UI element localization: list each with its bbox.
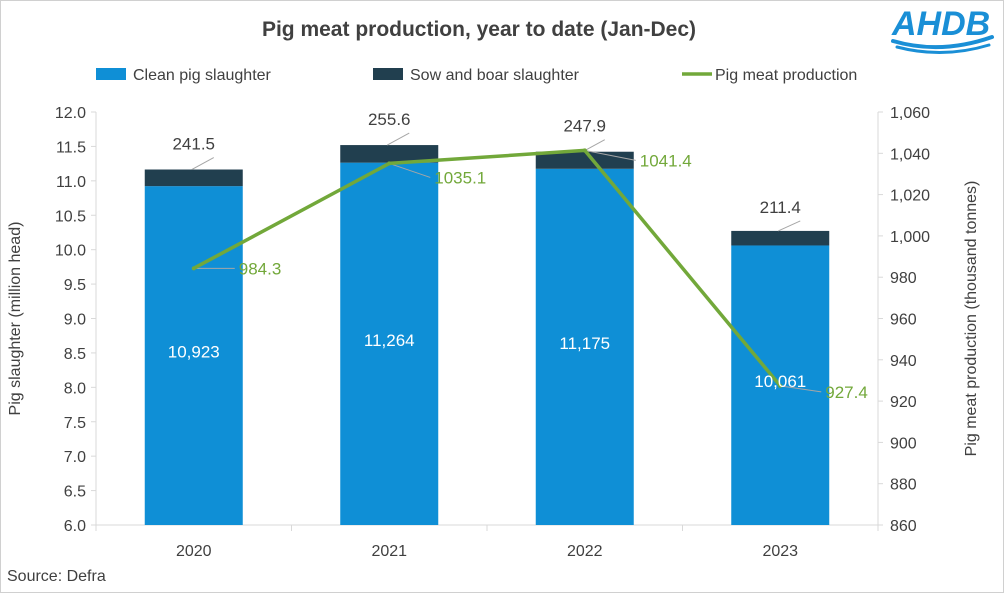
leader-line-layer	[191, 132, 822, 393]
bar-sow-and-boar-slaughter	[340, 145, 439, 163]
y-right-tick-label: 1,020	[890, 188, 930, 205]
line-point-pig-meat-production	[191, 266, 196, 271]
y-left-tick-label: 9.5	[64, 277, 86, 294]
data-label-clean-pig-slaughter: 10,923	[168, 343, 220, 362]
data-label-layer: 10,923 241.5 11,264 255.6 11,175 247.9 10,061 2…	[168, 110, 868, 402]
legend-label-sow-and-boar-slaughter: Sow and boar slaughter	[410, 67, 580, 84]
logo-text: AHDB	[891, 5, 990, 43]
data-label-sow-and-boar-slaughter: 211.4	[760, 198, 801, 217]
chart-title: Pig meat production, year to date (Jan-D…	[262, 18, 696, 41]
leader-line-sow	[191, 157, 214, 170]
y-right-tick-label: 880	[890, 477, 917, 494]
data-label-sow-and-boar-slaughter: 241.5	[172, 135, 215, 154]
line-point-pig-meat-production	[387, 161, 392, 166]
x-tick-label: 2022	[567, 543, 603, 560]
line-point-pig-meat-production	[582, 148, 587, 153]
x-tick-label: 2021	[371, 543, 407, 560]
y-left-tick-label: 11.0	[56, 174, 86, 191]
data-label-sow-and-boar-slaughter: 255.6	[368, 110, 411, 129]
data-label-sow-and-boar-slaughter: 247.9	[563, 117, 606, 136]
data-label-clean-pig-slaughter: 10,061	[754, 372, 806, 391]
y-right-tick-label: 1,000	[890, 229, 930, 246]
x-tick-label: 2023	[762, 543, 798, 560]
bar-sow-and-boar-slaughter	[144, 169, 243, 187]
legend-swatch-clean-pig-slaughter	[96, 68, 126, 80]
y-right-tick-label: 900	[890, 435, 917, 452]
source-note: Source: Defra	[7, 568, 106, 585]
y-right-tick-label: 860	[890, 518, 917, 535]
legend-label-clean-pig-slaughter: Clean pig slaughter	[133, 67, 272, 84]
y-right-tick-label: 960	[890, 312, 917, 329]
data-label-pig-meat-production: 927.4	[825, 383, 868, 402]
chart-legend: Clean pig slaughter Sow and boar slaughte…	[96, 67, 857, 84]
bar-clean-pig-slaughter	[535, 168, 634, 525]
y-axis-right-title: Pig meat production (thousand tonnes)	[963, 181, 980, 457]
y-left-tick-label: 8.0	[64, 380, 86, 397]
bar-sow-and-boar-slaughter	[535, 151, 634, 169]
bar-sow-and-boar-slaughter	[731, 230, 830, 246]
y-axis-left-title: Pig slaughter (million head)	[7, 222, 24, 416]
leader-line-production	[780, 385, 822, 393]
data-label-pig-meat-production: 1035.1	[434, 168, 486, 187]
ahdb-logo: AHDB	[891, 5, 994, 54]
legend-swatch-sow-and-boar-slaughter	[373, 68, 403, 80]
x-tick-label: 2020	[176, 543, 212, 560]
y-left-tick-label: 10.0	[55, 243, 86, 260]
y-left-tick-label: 8.5	[64, 346, 86, 363]
y-right-tick-label: 1,060	[890, 105, 930, 122]
y-left-tick-label: 6.5	[64, 484, 86, 501]
data-label-clean-pig-slaughter: 11,175	[559, 334, 610, 353]
data-label-pig-meat-production: 984.3	[239, 259, 282, 278]
leader-line-production	[389, 162, 431, 178]
data-label-clean-pig-slaughter: 11,264	[364, 331, 415, 350]
bar-clean-pig-slaughter	[340, 162, 439, 526]
line-point-pig-meat-production	[778, 383, 783, 388]
leader-line-production	[584, 149, 636, 161]
bar-clean-pig-slaughter	[144, 186, 243, 526]
y-left-tick-label: 12.0	[55, 105, 86, 122]
y-right-tick-label: 980	[890, 270, 917, 287]
logo-swoosh-lower	[895, 43, 991, 54]
leader-line-sow	[387, 132, 410, 146]
y-left-tick-label: 10.5	[55, 208, 86, 225]
y-right-tick-label: 920	[890, 394, 917, 411]
data-label-pig-meat-production: 1041.4	[640, 151, 692, 170]
line-layer	[191, 148, 783, 388]
y-left-tick-label: 7.0	[64, 449, 86, 466]
legend-label-pig-meat-production: Pig meat production	[715, 67, 857, 84]
series-line-pig-meat-production	[192, 148, 782, 387]
y-right-tick-label: 940	[890, 353, 917, 370]
y-left-tick-label: 6.0	[64, 518, 86, 535]
y-left-tick-label: 11.5	[56, 139, 86, 156]
y-right-tick-label: 1,040	[890, 146, 930, 163]
y-left-tick-label: 9.0	[64, 312, 86, 329]
y-left-tick-label: 7.5	[64, 415, 86, 432]
logo-swoosh-upper	[891, 35, 994, 50]
leader-line-sow	[778, 220, 801, 232]
bar-layer	[144, 145, 830, 526]
